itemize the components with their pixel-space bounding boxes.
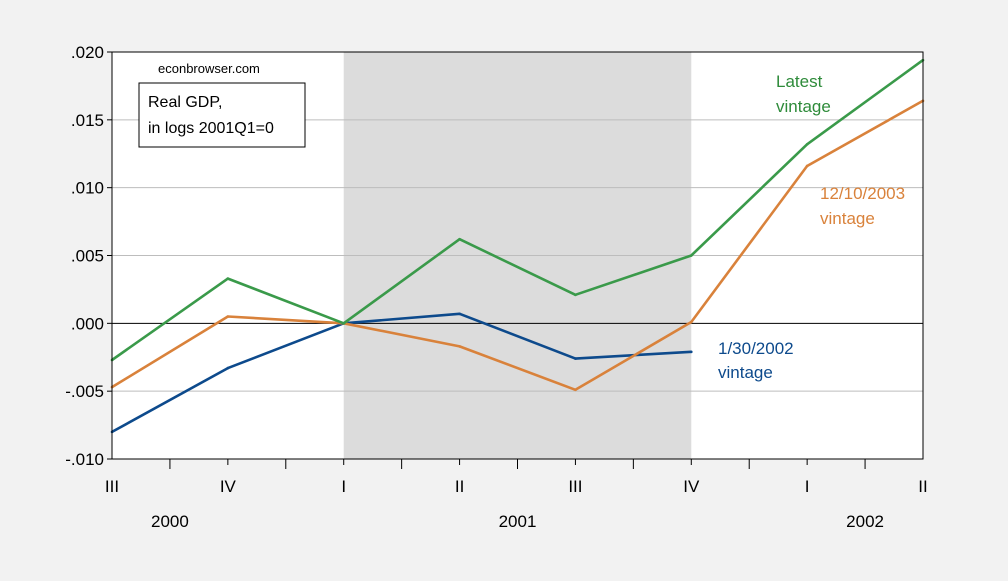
y-axis: -.010 -.005 .000 .005 .010 .015 .020	[65, 43, 112, 469]
label-1-30-2002-line-1: 1/30/2002	[718, 339, 794, 358]
data-point	[226, 277, 230, 280]
data-point	[458, 345, 461, 348]
data-point	[689, 254, 693, 257]
legend-box-line-2: in logs 2001Q1=0	[148, 120, 274, 137]
data-point	[805, 164, 809, 168]
x-tick-label: I	[341, 477, 346, 496]
series-line-2	[111, 59, 924, 362]
series-line-1	[111, 99, 924, 392]
data-point	[342, 322, 346, 325]
data-point	[805, 142, 809, 146]
series-line-0	[111, 312, 692, 434]
data-point	[458, 312, 461, 316]
data-point	[226, 366, 230, 370]
x-tick-label: III	[105, 477, 119, 496]
data-point	[574, 357, 577, 360]
x-tick-label: II	[918, 477, 927, 496]
label-latest-line-1: Latest	[776, 72, 823, 91]
year-label: 2002	[846, 512, 884, 531]
legend-box	[138, 82, 306, 148]
source-label: econbrowser.com	[158, 61, 260, 76]
year-label: 2001	[499, 512, 537, 531]
label-12-10-2003-line-1: 12/10/2003	[820, 184, 905, 203]
y-tick-label: .005	[71, 247, 104, 266]
label-latest-line-2: vintage	[776, 97, 831, 116]
y-tick-label: .020	[71, 43, 104, 62]
data-point	[689, 350, 693, 354]
y-tick-label: .015	[71, 111, 104, 130]
series-lines	[110, 58, 925, 434]
x-tick-label: IV	[683, 477, 700, 496]
year-label: 2000	[151, 512, 189, 531]
y-tick-label: -.010	[65, 450, 104, 469]
label-12-10-2003-line-2: vintage	[820, 209, 875, 228]
legend-box-line-1: Real GDP,	[148, 94, 222, 111]
data-point	[226, 315, 230, 318]
data-point	[458, 237, 461, 241]
y-tick-label: -.005	[65, 382, 104, 401]
x-tick-label: IV	[220, 477, 237, 496]
x-tick-label: I	[805, 477, 810, 496]
x-tick-label: II	[455, 477, 464, 496]
data-point	[574, 388, 577, 392]
label-1-30-2002-line-2: vintage	[718, 363, 773, 382]
y-tick-label: .000	[71, 314, 104, 333]
y-tick-label: .010	[71, 179, 104, 198]
x-tick-label: III	[568, 477, 582, 496]
data-point	[574, 293, 577, 297]
data-point	[689, 320, 693, 324]
